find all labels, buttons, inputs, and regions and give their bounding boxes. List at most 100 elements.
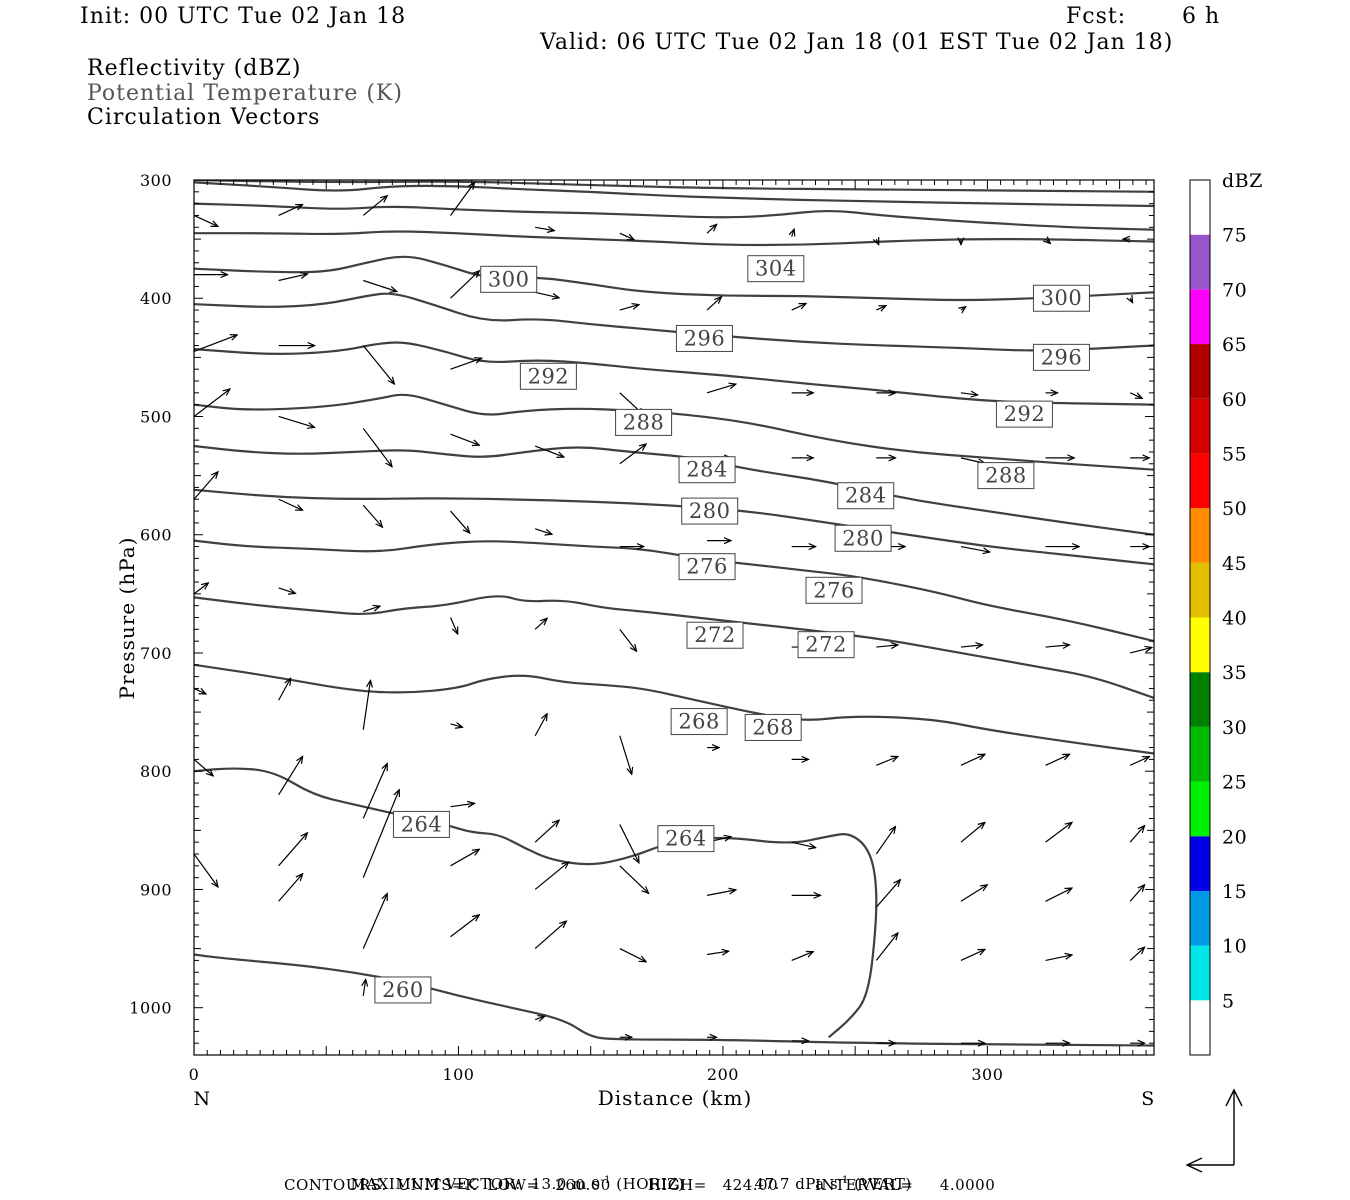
circulation-vector	[1046, 239, 1051, 243]
contour-label-box	[670, 708, 728, 736]
y-tick-label: 600	[140, 526, 172, 545]
y-tick-label: 300	[140, 171, 172, 190]
circulation-vector	[534, 921, 566, 950]
circulation-vector	[534, 618, 547, 630]
contour-label: 280	[689, 499, 731, 523]
contour-label: 284	[686, 458, 728, 482]
circulation-vector	[450, 849, 480, 867]
circulation-vector	[194, 758, 213, 776]
colorbar-label: 60	[1222, 389, 1247, 411]
contour-label-box	[995, 400, 1053, 428]
colorbar-label: 10	[1222, 936, 1247, 958]
vert-exponent: -1	[838, 1175, 849, 1186]
colorbar-label: 70	[1222, 279, 1247, 301]
left-end-label: N	[193, 1088, 210, 1110]
circulation-vector	[1129, 885, 1144, 902]
circulation-vector	[706, 890, 736, 896]
colorbar-segment	[1190, 234, 1210, 290]
circulation-vector	[1045, 645, 1070, 647]
circulation-vector	[278, 274, 308, 282]
contour-label: 264	[401, 812, 443, 836]
contour-label-box	[977, 462, 1035, 490]
colorbar-segment	[1190, 781, 1210, 837]
max-vector-note: MAXIMUM VECTOR: 13.0 m s-1 (HORIZ) 47.7 d…	[340, 1157, 912, 1193]
circulation-vector	[362, 764, 387, 819]
contour-label: 272	[694, 623, 736, 647]
contour-label: 292	[1004, 402, 1046, 426]
colorbar-segment	[1190, 617, 1210, 673]
max-vector-vert: 47.7 dPa s	[754, 1175, 839, 1193]
circulation-vector	[619, 824, 639, 863]
circulation-vector	[791, 952, 814, 961]
colorbar-label: 15	[1222, 881, 1247, 903]
colorbar: 5 10 15 20 25 30 35 40 45 50 55 60 65 70 75 dBZ	[1189, 170, 1262, 1056]
contour-label: 288	[623, 410, 665, 434]
circulation-vector	[1130, 298, 1132, 302]
circulation-vector	[619, 865, 649, 894]
colorbar-segment	[1190, 344, 1210, 399]
colorbar-label: 45	[1222, 553, 1247, 575]
circulation-vector	[194, 583, 208, 595]
theta-contour-284	[194, 444, 1154, 536]
circulation-vector	[194, 688, 206, 694]
circulation-vector	[876, 239, 878, 245]
plot-frame	[193, 179, 1155, 1056]
circulation-vector	[363, 606, 380, 613]
theta-contour-312	[194, 181, 1154, 208]
circulation-vector	[362, 196, 387, 216]
contour-label: 288	[985, 464, 1027, 488]
contour-label-box	[657, 825, 715, 853]
circulation-vector	[960, 822, 985, 843]
colorbar-segment	[1190, 289, 1210, 345]
circulation-vector	[706, 951, 729, 954]
circulation-vector	[278, 874, 303, 902]
circulation-vector	[535, 227, 554, 230]
contour-label-box	[678, 456, 736, 484]
contour-label: 268	[678, 710, 720, 734]
circulation-vector	[278, 678, 291, 701]
circulation-vector	[791, 303, 806, 311]
colorbar-segment	[1190, 672, 1210, 727]
forecast-hour-value: 6 h	[1182, 4, 1221, 29]
contour-label-box	[681, 497, 739, 525]
contour-labels: 260 264 264 268 268 272 272 276 276 280 280 284 284 2…	[374, 255, 1090, 1004]
circulation-vector	[1129, 826, 1144, 843]
circulation-vector	[1045, 888, 1072, 902]
y-tick-label: 800	[140, 762, 172, 781]
theta-contour-272	[194, 595, 1154, 699]
contour-label: 296	[1041, 345, 1083, 369]
circulation-vector	[278, 587, 296, 594]
circulation-vector	[1045, 955, 1072, 961]
x-tick-label: 0	[189, 1065, 200, 1084]
circulation-vector	[1129, 757, 1149, 766]
field-reflectivity: Reflectivity (dBZ)	[87, 56, 302, 81]
contour-label-box	[834, 524, 892, 552]
contour-label-box	[678, 553, 736, 581]
circulation-vector	[534, 714, 547, 737]
circulation-vector	[194, 214, 218, 226]
colorbar-label: 55	[1222, 443, 1247, 465]
circulation-vector	[1129, 947, 1144, 961]
contour-label-box	[1032, 284, 1090, 312]
circulation-vector	[362, 504, 382, 527]
colorbar-frame	[1189, 179, 1211, 1056]
circulation-vector	[450, 724, 463, 727]
circulation-vector	[875, 933, 898, 961]
right-end-label: S	[1141, 1088, 1155, 1110]
theta-contour-288	[194, 393, 1154, 471]
contour-label-box	[519, 362, 577, 390]
circulation-vector	[876, 757, 898, 766]
x-tick-label: 300	[971, 1065, 1003, 1084]
circulation-vector	[450, 271, 480, 299]
y-tick-label: 400	[140, 289, 172, 308]
contour-label-box	[744, 713, 802, 741]
circulation-vector	[706, 384, 736, 394]
circulation-vector	[961, 307, 966, 310]
contour-info: CONTOURS: UNITS=K LOW= 260.00 HIGH= 424.…	[284, 1176, 996, 1194]
colorbar-segment	[1190, 726, 1210, 782]
circulation-vector	[534, 820, 559, 843]
circulation-vector	[791, 841, 816, 848]
colorbar-segment	[1190, 180, 1210, 235]
circulation-vector	[450, 915, 480, 938]
